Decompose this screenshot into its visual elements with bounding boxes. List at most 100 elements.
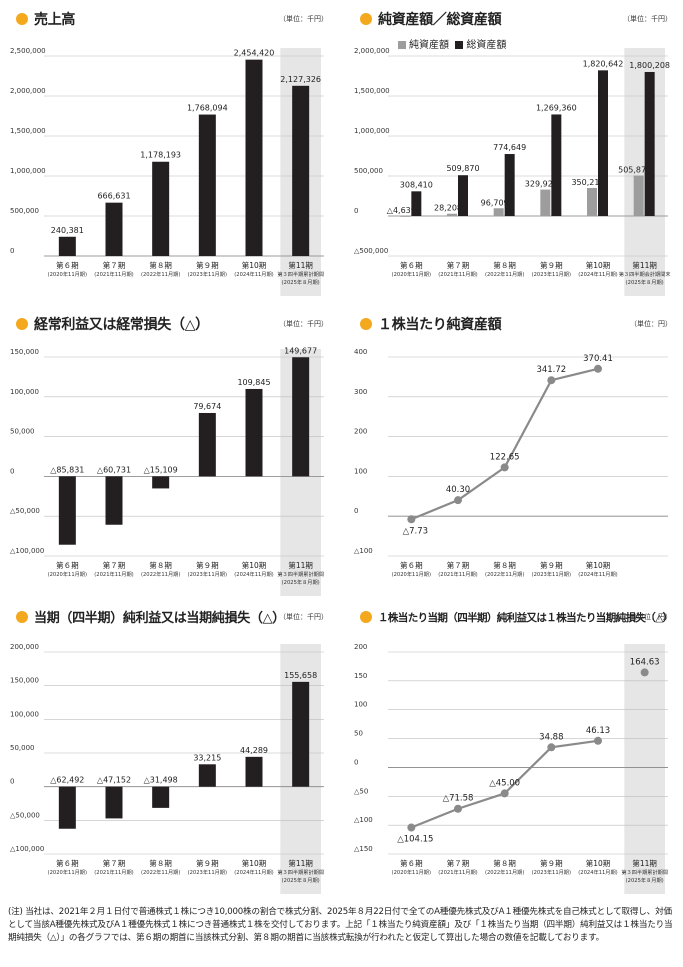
data-label: 1,768,094	[187, 104, 228, 113]
data-point	[407, 823, 416, 832]
x-category-label: 第９期	[196, 858, 219, 868]
data-label: 774,649	[493, 143, 526, 152]
y-tick-label: △150	[354, 845, 373, 853]
y-tick-label: △500,000	[354, 247, 388, 255]
y-tick-label: 0	[354, 207, 358, 215]
unit-label: （単位：千円）	[279, 15, 328, 23]
y-tick-label: 150,000	[10, 677, 39, 685]
unit-label: （単位：千円）	[623, 15, 672, 23]
x-subcategory-label: (2023年11月期)	[532, 570, 571, 578]
y-tick-label: 1,000,000	[354, 127, 390, 135]
y-tick-label: 50,000	[10, 744, 35, 752]
y-tick-label: 0	[354, 507, 358, 515]
x-category-label: 第６期	[400, 560, 423, 570]
y-tick-label: 400	[354, 348, 367, 356]
legend-swatch-total-assets	[455, 41, 464, 49]
y-tick-label: 0	[354, 758, 358, 766]
bar	[152, 476, 170, 489]
x-category-label: 第11期	[288, 858, 313, 868]
y-tick-label: 500,000	[354, 167, 383, 175]
x-category-label: 第８期	[149, 260, 172, 270]
bullet-icon	[16, 611, 28, 623]
y-tick-label: 0	[10, 467, 14, 475]
bar	[245, 388, 263, 477]
y-tick-label: 0	[10, 247, 14, 255]
x-category-label: 第８期	[149, 560, 172, 570]
x-category-label: 第11期	[288, 260, 313, 270]
x-subcategory-label: (2024年11月期)	[234, 868, 273, 876]
bar	[633, 175, 644, 216]
x-subcategory-label: (2021年11月期)	[94, 868, 133, 876]
y-tick-label: 200	[354, 428, 367, 436]
y-tick-label: △100	[354, 816, 373, 824]
x-category-label: 第10期	[242, 560, 267, 570]
net-income-plot: △100,000 △50,000 0 50,000 100,000 150,000 200,…	[10, 643, 324, 894]
x-category-label: 第７期	[103, 260, 126, 270]
chart-title: １株当たり純資産額	[378, 317, 502, 333]
x-subcategory-label: (2021年11月期)	[94, 270, 133, 278]
bar	[58, 786, 76, 829]
x-subcategory-label: (2022年11月期)	[485, 570, 524, 578]
y-tick-label: 150	[354, 672, 367, 680]
data-label: 149,677	[284, 346, 317, 355]
x-subcategory-label: (2024年11月期)	[578, 570, 617, 578]
y-tick-label: 1,500,000	[354, 87, 390, 95]
x-subcategory-label: 第３四半期累計期間	[277, 270, 324, 278]
data-label: 34.88	[539, 732, 563, 742]
data-label: △47,152	[97, 776, 131, 785]
data-point	[454, 496, 462, 505]
x-category-label: 第８期	[149, 858, 172, 868]
chart-title: １株当たり当期（四半期）純利益又は１株当たり当期純損失（△）	[378, 612, 673, 624]
x-subcategory-label: (2020年11月期)	[392, 270, 431, 278]
unit-label: （単位：千円）	[279, 613, 328, 621]
data-label: △4,639	[387, 206, 416, 215]
y-tick-label: 100	[354, 701, 367, 709]
unit-label: （単位：千円）	[279, 320, 328, 328]
data-label: 164.63	[630, 657, 660, 667]
data-label: △15,109	[144, 465, 178, 474]
data-label: 109,845	[237, 378, 270, 387]
bar	[58, 236, 76, 256]
bar	[245, 756, 263, 787]
data-point	[407, 515, 416, 524]
data-label: 2,127,326	[280, 75, 321, 84]
data-label: 2,454,420	[234, 49, 275, 58]
data-label: 46.13	[586, 726, 610, 736]
data-point	[594, 736, 602, 745]
x-category-label: 第６期	[56, 858, 79, 868]
x-subcategory-label: 第３四半期累計期間	[621, 868, 668, 876]
x-subcategory-label: (2021年11月期)	[94, 570, 133, 578]
x-category-label: 第11期	[632, 260, 657, 270]
legend-swatch-net-assets	[398, 41, 406, 49]
data-label: 240,381	[51, 226, 84, 235]
x-category-label: 第９期	[196, 260, 219, 270]
data-label: 350,214	[571, 178, 604, 187]
data-label: 28,208	[434, 204, 462, 213]
data-point	[547, 743, 556, 752]
x-subcategory-label: (2025年８月期)	[626, 876, 664, 884]
y-tick-label: 200,000	[10, 643, 39, 651]
data-label: 1,178,193	[140, 151, 181, 160]
x-subcategory-label: (2023年11月期)	[532, 270, 571, 278]
bar	[152, 161, 170, 256]
bar	[598, 70, 608, 217]
data-point	[594, 364, 602, 373]
bar	[105, 202, 123, 256]
bar	[198, 412, 216, 477]
data-label: 1,269,360	[536, 103, 577, 112]
data-label: 329,925	[525, 180, 558, 189]
unit-label: （単位：円）	[630, 320, 672, 328]
bar	[493, 208, 504, 216]
bar	[551, 114, 562, 216]
chart-title: 当期（四半期）純利益又は当期純損失（△）	[34, 611, 285, 626]
legend-net-assets: 純資産額	[409, 40, 449, 51]
data-label: 370.41	[583, 354, 613, 364]
x-subcategory-label: (2020年11月期)	[48, 868, 87, 876]
x-subcategory-label: (2020年11月期)	[392, 570, 431, 578]
x-category-label: 第10期	[586, 858, 611, 868]
data-label: △71.58	[443, 794, 474, 804]
data-label: 122.65	[490, 452, 520, 462]
bar	[292, 357, 310, 477]
x-category-label: 第８期	[493, 858, 516, 868]
legend-total-assets: 総資産額	[466, 40, 507, 51]
